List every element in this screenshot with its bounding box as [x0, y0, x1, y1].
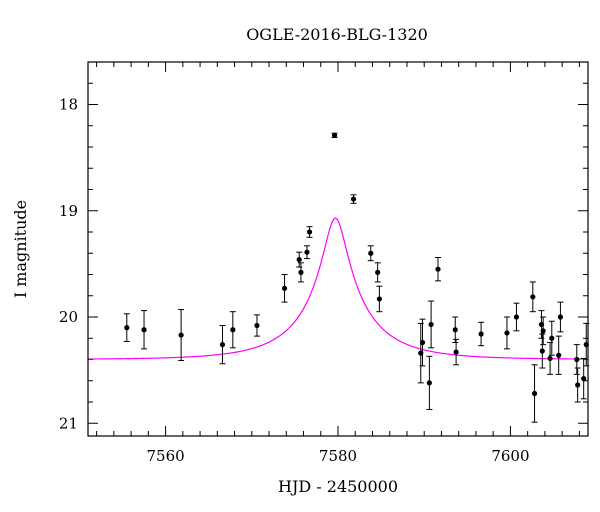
data-point	[557, 301, 564, 333]
data-point-marker	[549, 335, 555, 341]
y-tick-label: 19	[59, 202, 78, 220]
data-point-marker	[254, 322, 260, 329]
data-point-marker	[124, 325, 130, 331]
data-point-marker	[539, 348, 545, 354]
data-point	[297, 262, 304, 283]
data-point	[376, 285, 383, 313]
data-point-marker	[453, 349, 459, 355]
data-point	[478, 321, 485, 347]
data-point-marker	[298, 269, 304, 275]
data-point	[453, 338, 460, 366]
model-curve	[88, 217, 589, 360]
data-point-marker	[556, 352, 562, 358]
data-point-marker	[513, 314, 520, 320]
data-point-marker	[575, 382, 581, 388]
data-point	[281, 274, 288, 303]
data-point	[548, 320, 555, 356]
data-point-marker	[531, 390, 538, 397]
data-point	[178, 309, 185, 362]
data-point	[141, 310, 148, 350]
data-point-marker	[530, 294, 536, 300]
data-point-marker	[540, 328, 546, 334]
data-point	[374, 262, 381, 283]
data-point	[253, 314, 260, 337]
data-point-marker	[419, 339, 426, 346]
data-point	[574, 367, 581, 403]
data-point	[435, 257, 441, 282]
data-point-marker	[581, 376, 587, 382]
data-point-marker	[306, 229, 313, 235]
data-point-marker	[281, 285, 288, 291]
data-point	[229, 311, 236, 349]
data-point	[529, 281, 536, 313]
data-point-marker	[178, 332, 184, 338]
y-tick-label: 18	[59, 96, 78, 114]
data-point-marker	[376, 296, 382, 302]
data-point	[219, 325, 226, 365]
data-point	[573, 344, 580, 375]
axis-ticks	[88, 61, 588, 436]
data-point-marker	[478, 331, 484, 337]
data-point-marker	[331, 132, 338, 138]
data-point	[580, 357, 587, 400]
data-point-marker	[368, 250, 374, 256]
data-point	[513, 302, 520, 332]
data-point	[123, 313, 130, 342]
data-point	[539, 333, 546, 369]
data-point-marker	[304, 249, 310, 255]
data-point	[296, 251, 303, 268]
data-point	[452, 316, 459, 343]
data-point-marker	[557, 314, 564, 320]
data-point	[555, 335, 562, 375]
y-tick-label: 21	[59, 414, 78, 432]
data-point-marker	[219, 342, 226, 348]
data-point	[331, 132, 338, 138]
chart-title: OGLE-2016-BLG-1320	[246, 25, 428, 44]
x-tick-label: 7560	[146, 447, 184, 465]
data-point-marker	[350, 196, 357, 202]
data-point	[540, 316, 547, 346]
data-point-marker	[375, 269, 381, 275]
data-point	[503, 316, 510, 350]
data-point	[531, 364, 538, 423]
x-tick-label: 7600	[491, 447, 529, 465]
x-axis-label: HJD - 2450000	[278, 477, 398, 496]
data-points	[123, 132, 590, 423]
data-point	[303, 245, 310, 260]
data-point-marker	[428, 321, 434, 328]
data-point-marker	[452, 327, 458, 333]
data-point-marker	[574, 356, 580, 363]
data-point	[426, 355, 433, 410]
y-axis-label: I magnitude	[11, 200, 30, 298]
x-tick-label: 7580	[319, 447, 357, 465]
data-point-marker	[141, 327, 147, 333]
data-point-marker	[296, 257, 302, 263]
data-point	[306, 226, 313, 238]
data-point-marker	[547, 355, 553, 362]
data-point	[419, 318, 426, 367]
data-point-marker	[435, 266, 441, 272]
y-tick-label: 20	[59, 308, 78, 326]
plot-frame	[87, 61, 589, 437]
data-point	[428, 300, 435, 349]
data-point-marker	[426, 380, 432, 386]
data-point-marker	[230, 327, 236, 333]
data-point-marker	[504, 330, 510, 336]
data-point	[350, 194, 357, 204]
axis-tick-labels: 7560 7580 7600 18 19 20 21	[59, 96, 530, 466]
data-point	[367, 245, 374, 262]
